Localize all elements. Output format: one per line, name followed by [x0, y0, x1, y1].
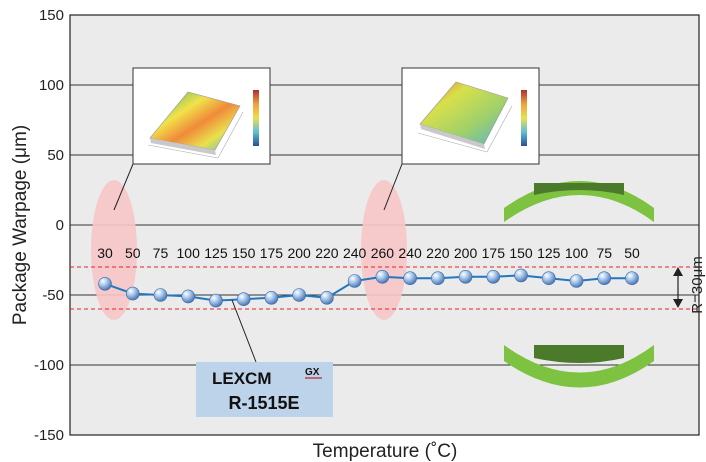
category-label: 200 [287, 245, 311, 261]
y-tick-labels: 150 100 50 0 -50 -100 -150 [34, 7, 64, 444]
highlight-260 [361, 180, 407, 320]
category-label: 200 [454, 245, 478, 261]
category-label: 240 [343, 245, 367, 261]
category-label: 260 [371, 245, 395, 261]
data-point [486, 269, 501, 284]
y-tick-label: 150 [39, 7, 64, 24]
category-label: 175 [482, 245, 506, 261]
category-label: 220 [426, 245, 450, 261]
legend-model: R-1515E [228, 393, 299, 413]
category-label: 75 [596, 245, 612, 261]
callout-line-30 [113, 163, 134, 211]
data-point [458, 269, 473, 284]
series-group [98, 268, 639, 308]
category-label: 50 [125, 245, 141, 261]
category-label: 100 [177, 245, 201, 261]
category-label: 240 [398, 245, 422, 261]
data-point [264, 290, 279, 305]
data-point [320, 290, 334, 305]
warpage-concave-icon [504, 181, 654, 222]
range-label: R=30μm [689, 256, 706, 313]
category-label: 175 [260, 245, 284, 261]
legend-brand-superscript: GX [305, 367, 320, 378]
data-point [541, 271, 556, 286]
y-tick-label: -50 [42, 287, 64, 304]
data-point [98, 276, 112, 291]
data-point [403, 271, 417, 286]
callout-line-260 [383, 163, 403, 211]
x-axis-label: Temperature (˚C) [313, 441, 458, 462]
legend-brand: LEXCM [212, 369, 272, 388]
data-point [347, 274, 362, 288]
data-point [292, 288, 306, 302]
product-legend: LEXCM GX R-1515E [196, 299, 333, 417]
category-labels: 30 50 75 100 125 150 175 200 220 240 260 240 220 200 1… [97, 245, 640, 261]
category-label: 75 [153, 245, 169, 261]
data-point [569, 274, 584, 288]
category-label: 30 [97, 245, 113, 261]
y-tick-label: -100 [34, 357, 64, 374]
data-point [236, 292, 251, 307]
data-point [375, 269, 390, 284]
heatmap-inset-30 [132, 67, 271, 165]
category-label: 125 [204, 245, 228, 261]
data-point [514, 268, 528, 283]
y-tick-label: -150 [34, 427, 64, 444]
data-point [597, 271, 612, 286]
data-point [125, 286, 140, 301]
category-label: 220 [315, 245, 339, 261]
category-label: 150 [509, 245, 533, 261]
data-point [209, 293, 223, 308]
y-tick-label: 50 [47, 147, 64, 164]
data-point [625, 271, 639, 286]
warpage-convex-icon [504, 345, 654, 388]
data-point [431, 271, 445, 286]
y-tick-label: 0 [56, 217, 64, 234]
category-label: 50 [624, 245, 640, 261]
data-point [181, 289, 196, 304]
category-label: 150 [232, 245, 256, 261]
heatmap-inset-260 [401, 67, 540, 165]
data-point [153, 288, 168, 302]
category-label: 100 [565, 245, 589, 261]
category-label: 125 [537, 245, 561, 261]
range-annotation: R=30μm [673, 256, 706, 314]
y-tick-label: 100 [39, 77, 64, 94]
y-axis-label: Package Warpage (μm) [10, 125, 31, 325]
